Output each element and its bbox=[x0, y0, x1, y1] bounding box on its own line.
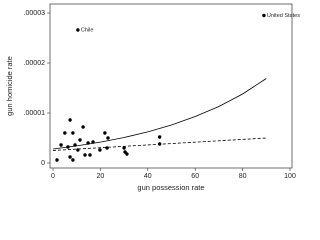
point bbox=[76, 28, 80, 32]
point bbox=[68, 118, 72, 122]
x-tick-label: 0 bbox=[51, 173, 55, 180]
x-tick-label: 60 bbox=[191, 173, 199, 180]
point bbox=[88, 153, 92, 157]
point bbox=[103, 131, 107, 135]
point bbox=[98, 148, 102, 152]
x-axis-title: gun possession rate bbox=[137, 183, 204, 192]
point-label: United States bbox=[267, 13, 300, 19]
x-tick-label: 40 bbox=[144, 173, 152, 180]
y-axis-title: gun homicide rate bbox=[5, 56, 14, 116]
point bbox=[106, 136, 110, 140]
point bbox=[59, 143, 63, 147]
point bbox=[83, 153, 87, 157]
point-label: Chile bbox=[81, 27, 94, 33]
plot-frame bbox=[49, 3, 293, 169]
point bbox=[81, 125, 85, 129]
point bbox=[105, 146, 109, 150]
point bbox=[71, 158, 75, 162]
chart: gun possession rate gun homicide rate 0 2… bbox=[5, 3, 300, 192]
x-tick-label: 100 bbox=[284, 173, 296, 180]
y-tick-label: .00001 bbox=[24, 110, 46, 117]
point bbox=[157, 135, 162, 139]
point bbox=[68, 155, 72, 159]
point bbox=[78, 138, 82, 142]
dashed-fit-line bbox=[52, 137, 267, 151]
x-tick-label: 80 bbox=[239, 173, 247, 180]
fit-curve bbox=[52, 78, 267, 150]
point bbox=[125, 152, 129, 156]
x-tick-label: 20 bbox=[97, 173, 105, 180]
point bbox=[262, 13, 266, 18]
y-tick-label: 0 bbox=[41, 160, 45, 167]
point bbox=[55, 158, 59, 162]
point bbox=[122, 146, 126, 150]
point bbox=[63, 131, 67, 135]
y-tick-label: .00003 bbox=[24, 10, 46, 17]
y-tick-label: .00002 bbox=[24, 60, 46, 67]
point bbox=[71, 131, 75, 135]
